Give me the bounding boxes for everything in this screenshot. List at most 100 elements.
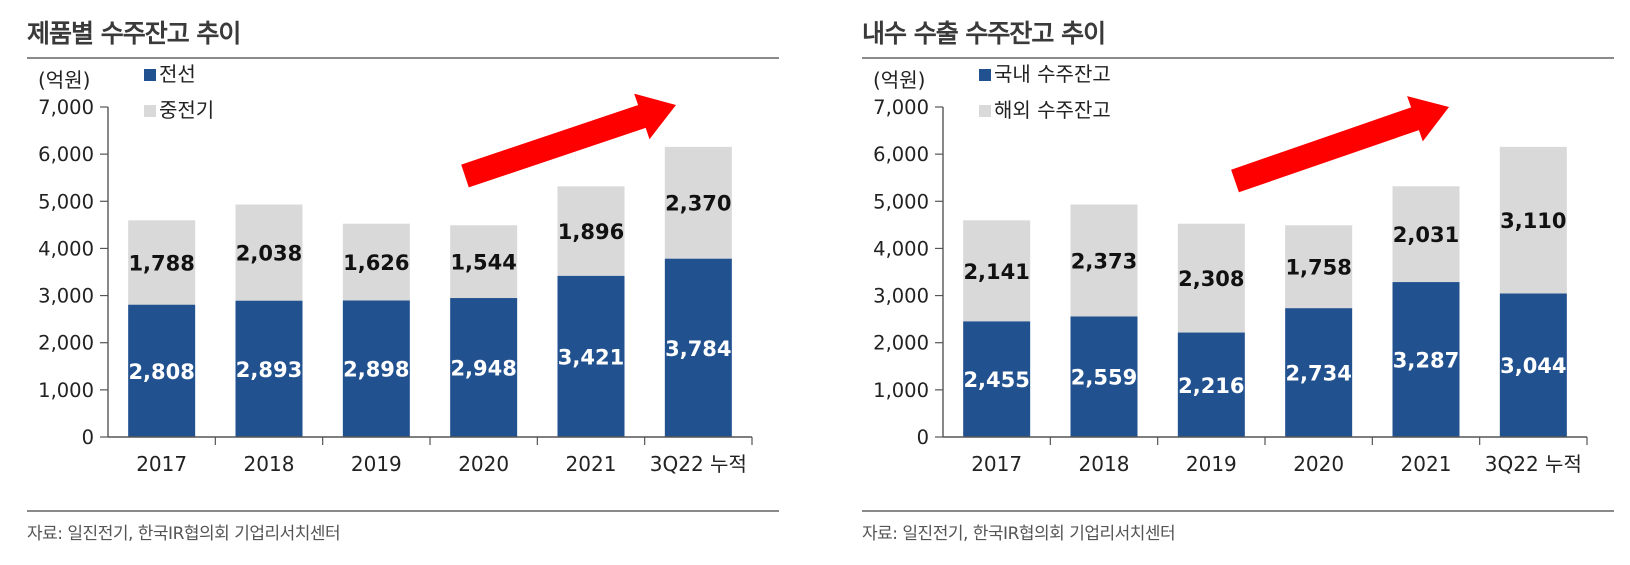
bar-segment-base <box>557 275 625 437</box>
bar-segment-base <box>128 304 196 437</box>
data-label: 3,784 <box>665 337 731 361</box>
bar-segment-base <box>664 258 732 437</box>
bar-segment-top <box>963 220 1031 322</box>
x-tick-label: 2020 <box>1293 452 1344 476</box>
trend-arrow-icon <box>461 93 676 188</box>
bar-segment-base <box>1177 332 1245 437</box>
y-tick-label: 2,000 <box>38 332 94 355</box>
y-tick-label: 6,000 <box>38 143 94 166</box>
data-label: 2,216 <box>1178 374 1244 398</box>
y-tick-label: 6,000 <box>873 143 929 166</box>
data-label: 2,734 <box>1285 362 1351 386</box>
y-tick-label: 5,000 <box>38 190 94 213</box>
y-tick-label: 3,000 <box>873 285 929 308</box>
data-label: 2,038 <box>236 242 302 266</box>
data-label: 3,287 <box>1393 349 1459 373</box>
bar-segment-top <box>1285 225 1353 309</box>
bar-segment-base <box>1499 293 1567 437</box>
y-tick-label: 4,000 <box>38 237 94 260</box>
y-tick-label: 1,000 <box>873 379 929 402</box>
legend-swatch <box>144 105 156 117</box>
data-label: 2,898 <box>343 358 409 382</box>
x-tick-label: 2019 <box>1186 452 1237 476</box>
bar-segment-base <box>963 321 1031 437</box>
y-tick-label: 3,000 <box>38 285 94 308</box>
bar-segment-top <box>1070 204 1138 317</box>
y-axis-unit-label: (억원) <box>38 68 90 92</box>
trend-arrow-icon <box>1231 96 1449 193</box>
x-tick-label: 2021 <box>566 452 617 476</box>
data-label: 2,370 <box>665 192 731 216</box>
bar-segment-base <box>1392 282 1460 437</box>
bar-segment-top <box>1177 223 1245 333</box>
source-divider <box>27 510 779 512</box>
y-tick-label: 0 <box>82 426 94 449</box>
data-label: 2,948 <box>450 357 516 381</box>
data-label: 3,044 <box>1500 354 1566 378</box>
y-axis-unit-label: (억원) <box>873 68 925 92</box>
x-tick-label: 3Q22 누적 <box>1485 452 1582 476</box>
data-label: 3,110 <box>1500 209 1566 233</box>
y-tick-label: 7,000 <box>873 96 929 119</box>
bar-segment-base <box>235 300 303 437</box>
x-tick-label: 2017 <box>971 452 1022 476</box>
bar-segment-base <box>1285 308 1353 437</box>
data-label: 2,141 <box>963 260 1029 284</box>
bar-segment-base <box>1070 316 1138 437</box>
data-label: 2,308 <box>1178 267 1244 291</box>
data-label: 1,544 <box>450 251 516 275</box>
bar-segment-base <box>342 300 410 437</box>
y-tick-label: 7,000 <box>38 96 94 119</box>
title-divider <box>27 57 779 59</box>
bar-segment-top <box>235 204 303 301</box>
title-divider <box>862 57 1614 59</box>
x-tick-label: 2019 <box>351 452 402 476</box>
chart-title: 제품별 수주잔고 추이 <box>27 19 241 48</box>
bar-segment-top <box>1392 186 1460 283</box>
chart-title: 내수 수출 수주잔고 추이 <box>862 19 1106 48</box>
y-tick-label: 1,000 <box>38 379 94 402</box>
data-label: 1,758 <box>1285 256 1351 280</box>
x-tick-label: 2021 <box>1401 452 1452 476</box>
legend-swatch <box>979 69 991 81</box>
source-divider <box>862 510 1614 512</box>
x-tick-label: 2018 <box>1079 452 1130 476</box>
bar-segment-top <box>557 186 625 276</box>
legend-swatch <box>979 105 991 117</box>
data-label: 2,373 <box>1071 249 1137 273</box>
y-tick-label: 2,000 <box>873 332 929 355</box>
bar-segment-top <box>450 225 518 299</box>
data-label: 1,788 <box>128 251 194 275</box>
x-tick-label: 2020 <box>458 452 509 476</box>
x-tick-label: 2018 <box>244 452 295 476</box>
source-note: 자료: 일진전기, 한국IR협의회 기업리서치센터 <box>862 524 1176 544</box>
legend-label: 해외 수주잔고 <box>994 98 1111 122</box>
data-label: 3,421 <box>558 345 624 369</box>
x-tick-label: 3Q22 누적 <box>650 452 747 476</box>
data-label: 2,808 <box>128 360 194 384</box>
bar-segment-top <box>342 223 410 301</box>
bar-segment-base <box>450 298 518 437</box>
y-tick-label: 5,000 <box>873 190 929 213</box>
data-label: 2,031 <box>1393 223 1459 247</box>
y-tick-label: 0 <box>917 426 929 449</box>
legend-label: 전선 <box>159 62 196 86</box>
bar-segment-top <box>1499 146 1567 294</box>
legend-label: 국내 수주잔고 <box>994 62 1111 86</box>
bar-segment-top <box>128 220 196 305</box>
data-label: 1,626 <box>343 251 409 275</box>
legend-swatch <box>144 69 156 81</box>
x-tick-label: 2017 <box>136 452 187 476</box>
data-label: 2,559 <box>1071 366 1137 390</box>
data-label: 2,893 <box>236 358 302 382</box>
data-label: 2,455 <box>963 368 1029 392</box>
bar-segment-top <box>664 146 732 259</box>
y-tick-label: 4,000 <box>873 237 929 260</box>
source-note: 자료: 일진전기, 한국IR협의회 기업리서치센터 <box>27 524 341 544</box>
legend-label: 중전기 <box>159 98 214 122</box>
data-label: 1,896 <box>558 220 624 244</box>
